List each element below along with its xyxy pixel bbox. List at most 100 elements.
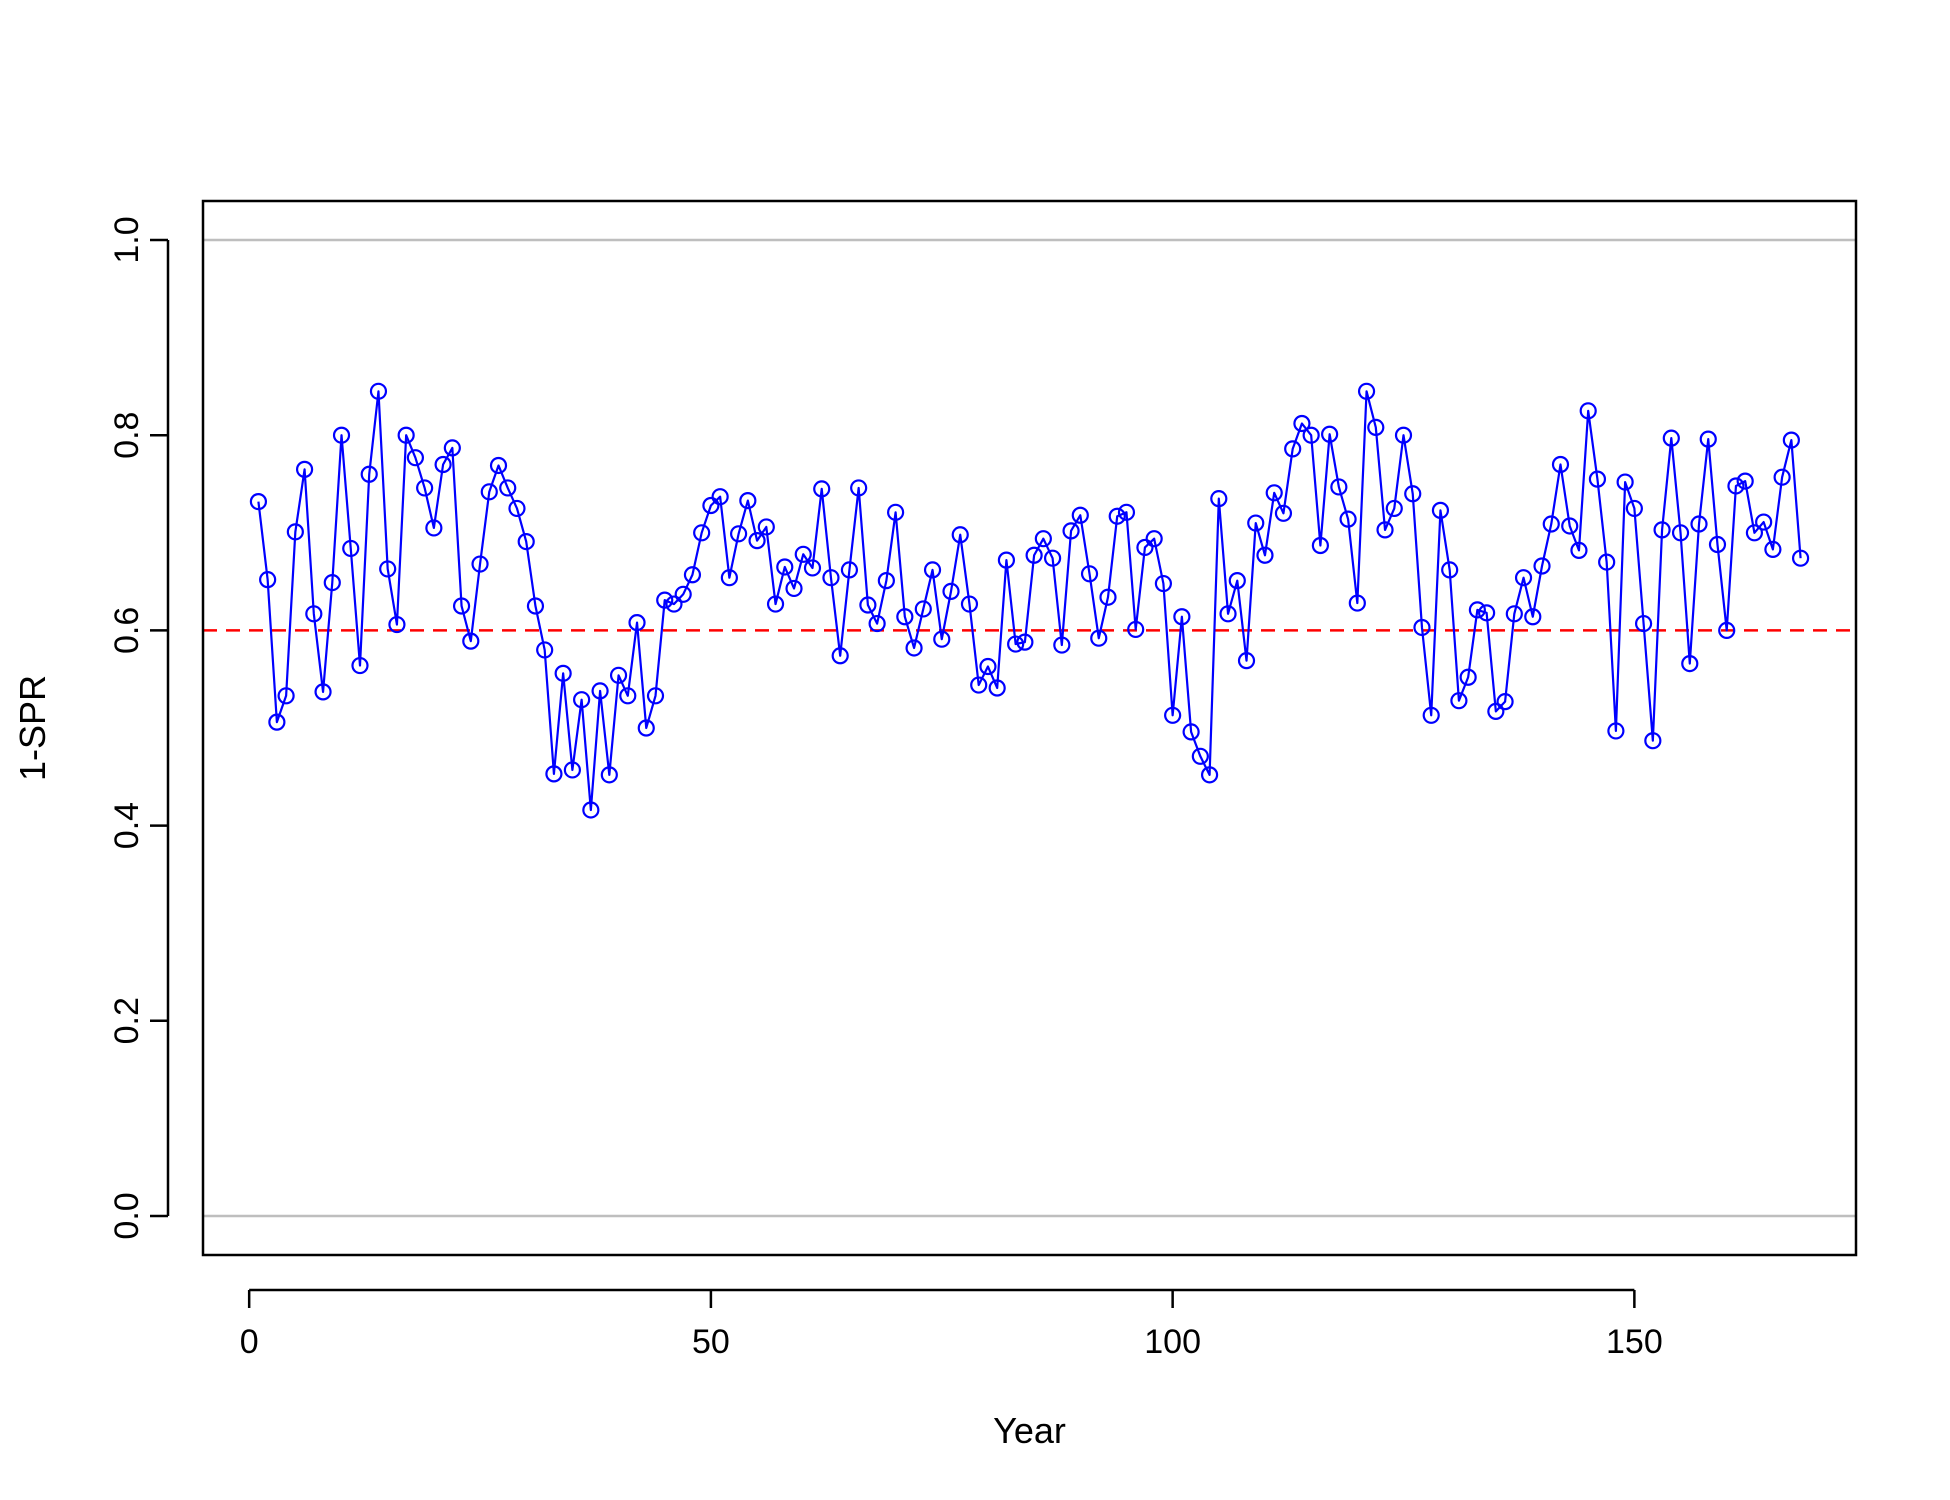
- data-point: [1487, 702, 1505, 721]
- data-point: [1570, 541, 1588, 559]
- data-point: [905, 639, 923, 657]
- data-point: [1708, 535, 1727, 554]
- data-point: [785, 579, 803, 598]
- data-point: [397, 426, 415, 444]
- data-point: [1348, 594, 1366, 612]
- data-point: [295, 460, 314, 478]
- data-point: [489, 456, 508, 475]
- data-point: [739, 492, 757, 510]
- y-tick-label: 0.8: [108, 412, 146, 459]
- data-point: [286, 523, 304, 541]
- data-point: [850, 479, 868, 497]
- data-point: [1764, 540, 1782, 559]
- x-tick-label: 0: [240, 1323, 259, 1361]
- data-point: [1644, 732, 1662, 750]
- data-point: [369, 382, 388, 400]
- data-point: [951, 526, 969, 544]
- y-axis-title: 1-SPR: [12, 675, 53, 781]
- data-point: [1071, 506, 1089, 524]
- data-point: [591, 682, 609, 700]
- data-point: [609, 666, 628, 684]
- data-point: [813, 480, 831, 498]
- data-point: [1376, 521, 1394, 539]
- data-point: [1782, 431, 1800, 449]
- data-point: [1607, 722, 1625, 740]
- data-point: [1791, 549, 1810, 567]
- data-point: [960, 595, 979, 613]
- data-point: [434, 455, 452, 474]
- plot-frame: [201, 199, 1858, 1257]
- data-point: [1394, 426, 1413, 444]
- data-point: [914, 600, 932, 618]
- data-point: [545, 765, 563, 783]
- data-point: [1302, 426, 1320, 444]
- data-point: [997, 551, 1016, 569]
- data-point: [314, 683, 332, 701]
- data-point: [526, 597, 545, 615]
- data-point: [942, 582, 960, 600]
- series-layer: [249, 382, 1810, 819]
- data-point: [1210, 490, 1228, 508]
- data-point: [536, 641, 554, 659]
- data-point: [1616, 473, 1634, 491]
- data-point: [628, 613, 646, 632]
- data-point: [656, 591, 674, 609]
- data-point: [979, 657, 997, 676]
- data-point: [425, 519, 443, 537]
- data-point: [1237, 652, 1256, 670]
- data-point: [1745, 524, 1764, 542]
- data-point: [683, 566, 702, 584]
- data-point: [554, 664, 572, 682]
- data-point: [859, 596, 877, 614]
- data-point: [1265, 484, 1283, 502]
- data-point: [351, 656, 369, 675]
- data-point: [693, 524, 711, 542]
- data-point: [1136, 538, 1154, 557]
- y-tick-label: 0.4: [108, 802, 146, 849]
- data-point: [766, 595, 785, 613]
- data-point: [563, 761, 581, 779]
- data-point: [268, 713, 286, 731]
- data-point: [508, 499, 526, 518]
- data-point: [1182, 723, 1200, 741]
- data-point: [1736, 472, 1754, 490]
- data-point: [1404, 485, 1422, 503]
- data-point: [646, 687, 665, 705]
- data-point: [452, 597, 471, 615]
- data-point: [730, 525, 748, 543]
- data-point: [702, 496, 720, 515]
- data-point: [923, 561, 942, 579]
- data-point: [471, 555, 489, 573]
- data-point: [896, 608, 914, 626]
- data-point: [388, 615, 406, 634]
- data-point: [1256, 546, 1274, 564]
- data-point: [822, 569, 840, 587]
- data-point: [406, 449, 424, 467]
- data-point: [1274, 504, 1293, 522]
- data-point: [1551, 455, 1570, 474]
- data-point: [1321, 425, 1339, 443]
- data-point: [1533, 557, 1551, 575]
- data-point: [379, 560, 397, 578]
- data-point: [1468, 601, 1486, 619]
- data-point: [1699, 430, 1717, 448]
- data-point: [1441, 561, 1459, 579]
- data-point: [840, 561, 859, 579]
- data-point: [249, 492, 268, 511]
- x-tick-label: 100: [1144, 1323, 1201, 1361]
- data-point: [748, 532, 766, 550]
- data-point: [886, 503, 905, 521]
- data-point: [794, 545, 812, 563]
- data-point: [1080, 565, 1099, 583]
- data-point: [1367, 418, 1385, 437]
- data-point: [970, 676, 988, 694]
- data-point: [868, 614, 886, 633]
- data-point: [462, 632, 480, 650]
- data-point: [1247, 514, 1265, 532]
- data-point: [342, 539, 360, 558]
- data-point: [1357, 382, 1376, 400]
- data-point: [323, 573, 341, 592]
- data-point: [1662, 429, 1680, 447]
